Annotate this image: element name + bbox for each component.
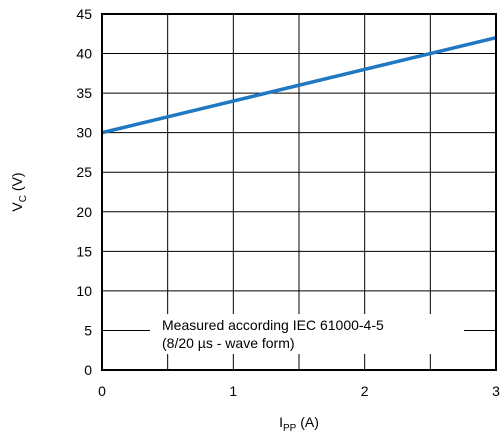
x-axis-label-subscript: PP xyxy=(283,423,297,434)
y-axis-label-subscript: C xyxy=(18,195,29,202)
x-tick-label: 0 xyxy=(98,383,106,399)
x-axis-label-main: I xyxy=(279,414,283,430)
annotation-line-2: (8/20 µs - wave form) xyxy=(162,335,295,351)
plot-frame xyxy=(101,13,497,371)
y-tick-label: 10 xyxy=(76,283,92,299)
tick-labels: 0 5 10 15 20 25 30 35 40 45 0 1 2 3 xyxy=(76,6,500,399)
y-tick-label: 35 xyxy=(76,85,92,101)
annotation-background xyxy=(150,314,464,354)
x-axis-label-unit: (A) xyxy=(296,414,319,430)
series-layer xyxy=(101,36,497,135)
series-line-vc xyxy=(101,36,497,135)
y-tick-label: 20 xyxy=(76,204,92,220)
y-tick-label: 5 xyxy=(84,322,92,338)
x-tick-label: 2 xyxy=(361,383,369,399)
y-tick-label: 25 xyxy=(76,164,92,180)
y-tick-label: 40 xyxy=(76,46,92,62)
x-tick-label: 1 xyxy=(229,383,237,399)
annotation-text-group: Measured according IEC 61000-4-5 (8/20 µs… xyxy=(162,317,384,351)
axis-labels: IPP (A) VC (V) xyxy=(9,172,319,434)
y-tick-label: 30 xyxy=(76,125,92,141)
y-tick-label: 0 xyxy=(84,362,92,378)
x-tick-label: 3 xyxy=(492,383,500,399)
x-axis-label: IPP (A) xyxy=(279,414,319,434)
y-axis-label-main: V xyxy=(9,202,25,212)
y-axis-label: VC (V) xyxy=(9,172,29,211)
annotation-line-1: Measured according IEC 61000-4-5 xyxy=(162,317,384,333)
y-tick-label: 15 xyxy=(76,243,92,259)
grid-lines xyxy=(102,14,496,370)
y-axis-label-unit: (V) xyxy=(9,172,25,195)
y-tick-label: 45 xyxy=(76,6,92,22)
